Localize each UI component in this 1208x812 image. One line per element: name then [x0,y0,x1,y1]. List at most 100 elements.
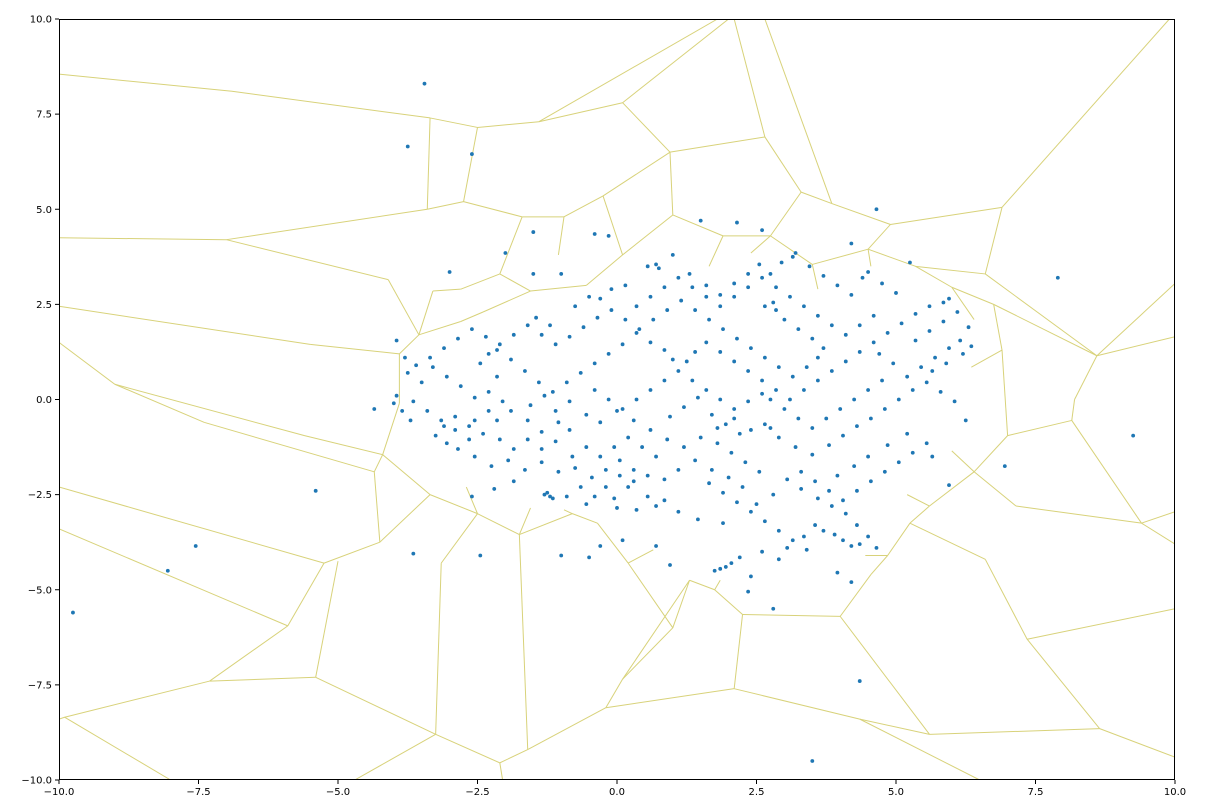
data-point [927,304,932,309]
data-point [707,481,711,486]
data-point [405,144,410,149]
data-point [762,355,767,360]
voronoi-edge [563,509,573,515]
data-point [1002,464,1007,468]
voronoi-edge [460,311,484,322]
voronoi-edge [304,435,383,456]
data-point [776,435,781,440]
data-point [790,254,795,259]
data-point [908,260,912,265]
voronoi-edge [1071,399,1076,421]
voronoi-edge [373,454,384,473]
voronoi-edge [572,513,598,524]
voronoi-edge [993,304,1003,351]
voronoi-edge [742,613,841,617]
data-point [634,507,639,512]
data-point [645,494,650,499]
y-tick-label: −10.0 [21,776,52,787]
data-point [559,272,564,276]
data-point [891,361,896,366]
data-point [952,399,957,404]
voronoi-edge [460,273,501,290]
data-point [832,532,837,537]
voronoi-edge [427,201,464,210]
data-point [620,342,625,347]
data-point [746,399,751,404]
data-point [506,458,511,463]
voronoi-edge [1001,19,1170,208]
voronoi-edge [518,534,529,750]
x-tick-label: −7.5 [186,787,210,798]
data-point [472,454,477,459]
y-tick-label: −7.5 [28,680,52,691]
voronoi-edge [984,273,1098,357]
data-point [855,424,859,429]
data-point [570,454,575,459]
data-point [749,509,753,514]
data-point [835,283,840,288]
voronoi-edge [432,288,461,292]
data-point [860,275,865,280]
data-point [411,551,416,556]
voronoi-edge [627,562,674,629]
data-point [796,416,801,421]
data-point [486,409,491,413]
data-point [746,589,751,594]
data-point [553,409,558,413]
data-point [841,498,845,503]
voronoi-edge [1015,505,1142,524]
data-point [810,452,815,457]
data-point [938,389,943,394]
data-point [676,509,681,514]
data-point [735,336,739,341]
data-point [617,458,622,463]
data-point [511,332,516,337]
data-point [961,351,965,356]
data-point [648,428,653,432]
data-point [620,538,625,543]
data-point [645,473,650,478]
data-point [729,450,734,455]
voronoi-edge [708,235,724,267]
data-point [584,502,589,507]
voronoi-edge [733,19,766,138]
data-point [665,308,670,312]
voronoi-edge [310,343,400,355]
data-point [478,553,483,558]
data-point [857,323,862,328]
data-point [793,445,798,449]
data-point [467,437,472,442]
data-point [760,549,764,554]
voronoi-edge [811,264,819,290]
voronoi-edge [764,19,833,204]
data-point [444,374,449,379]
voronoi-edge [426,117,431,210]
voronoi-edge [499,216,523,275]
data-point [682,405,686,410]
voronoi-edge [482,290,531,313]
data-point [868,479,873,484]
data-point [933,355,937,360]
voronoi-edge [627,549,654,564]
data-point [548,323,552,328]
data-point [782,407,787,411]
data-point [589,475,594,480]
data-point [768,272,773,276]
data-point [486,351,491,356]
voronoi-edge [887,522,911,556]
data-point [648,388,653,392]
voronoi-edge [435,563,442,735]
voronoi-edge [622,579,690,680]
data-point [841,538,845,543]
data-point [768,397,773,402]
axes-frame [59,19,1175,780]
data-point [612,496,617,501]
data-point [536,380,541,385]
data-point [467,424,472,429]
data-point [882,469,887,474]
data-point [656,266,661,271]
data-point [414,363,419,368]
voronoi-edge [993,303,1098,357]
voronoi-edge [209,625,289,682]
data-point [866,270,870,274]
